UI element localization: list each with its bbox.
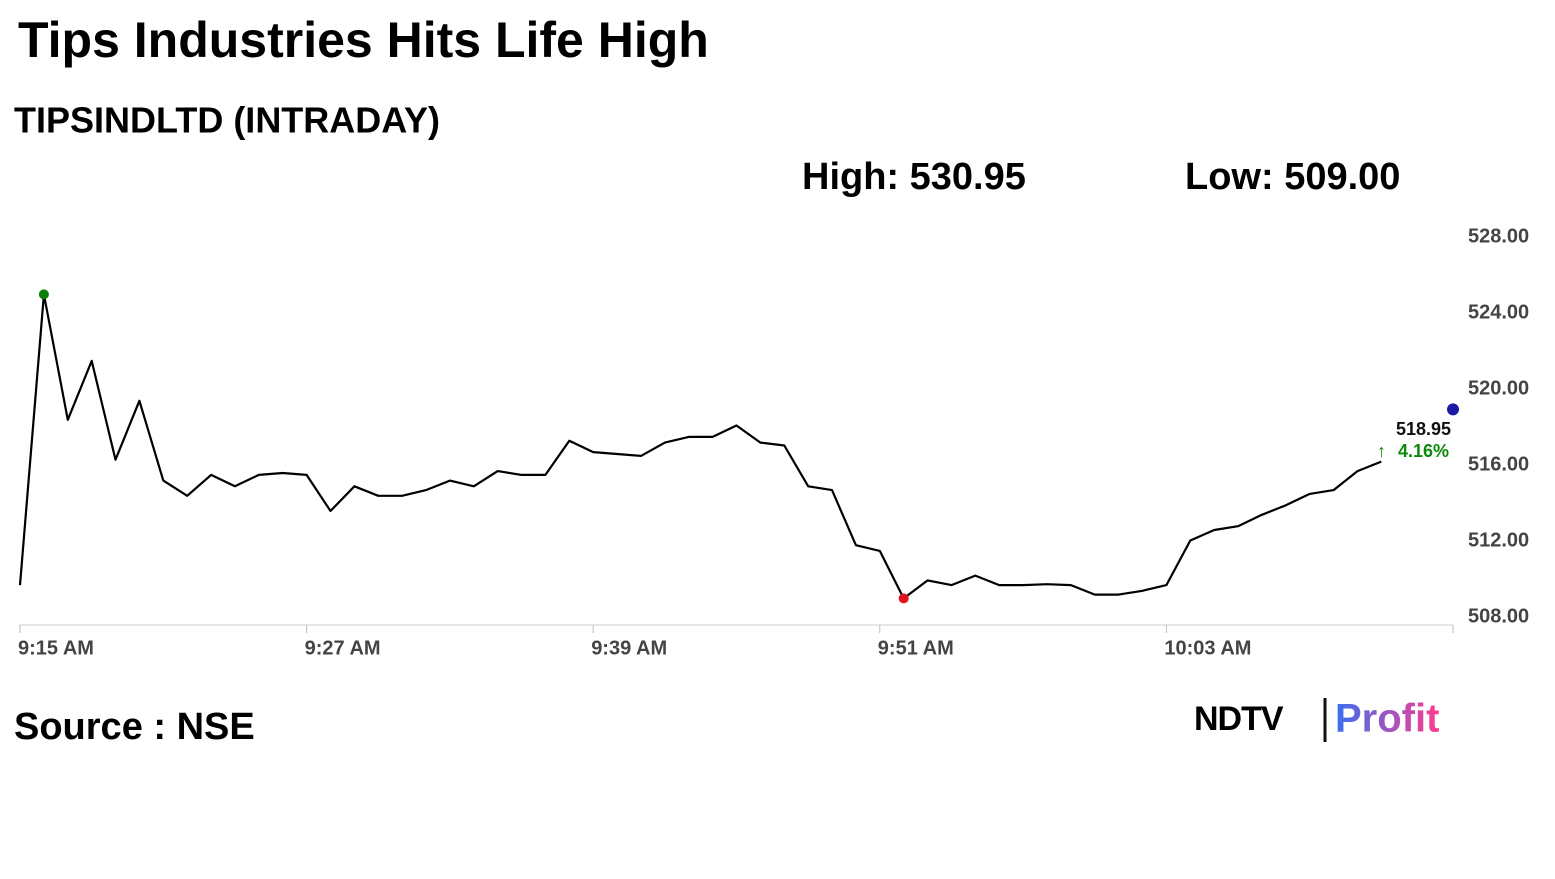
- x-tick-label: 9:51 AM: [878, 637, 954, 659]
- price-line: [18, 293, 1382, 600]
- logo-ndtv: NDTV: [1194, 700, 1284, 738]
- y-tick-label: 528.00: [1468, 226, 1529, 248]
- logo-profit: Profit: [1335, 697, 1439, 741]
- high-stat: High: 530.95: [802, 156, 1026, 198]
- y-tick-label: 516.00: [1468, 454, 1529, 476]
- chart-subtitle: TIPSINDLTD (INTRADAY): [14, 100, 440, 141]
- low-dot: [898, 593, 909, 604]
- x-tick-label: 10:03 AM: [1164, 637, 1251, 659]
- y-tick-label: 512.00: [1468, 530, 1529, 552]
- chart-title: Tips Industries Hits Life High: [18, 12, 709, 68]
- change-label: 4.16%: [1398, 441, 1449, 461]
- high-dot: [38, 289, 49, 300]
- low-stat: Low: 509.00: [1185, 156, 1400, 198]
- last-value-label: 518.95: [1396, 419, 1451, 439]
- y-tick-label: 508.00: [1468, 606, 1529, 628]
- change-arrow: ↑: [1377, 441, 1386, 461]
- x-tick-label: 9:39 AM: [591, 637, 667, 659]
- x-tick-label: 9:27 AM: [305, 637, 381, 659]
- y-tick-label: 520.00: [1468, 378, 1529, 400]
- x-tick-label: 9:15 AM: [18, 637, 94, 659]
- source: Source : NSE: [14, 706, 255, 748]
- last-dot: [1447, 403, 1459, 416]
- y-tick-label: 524.00: [1468, 302, 1529, 324]
